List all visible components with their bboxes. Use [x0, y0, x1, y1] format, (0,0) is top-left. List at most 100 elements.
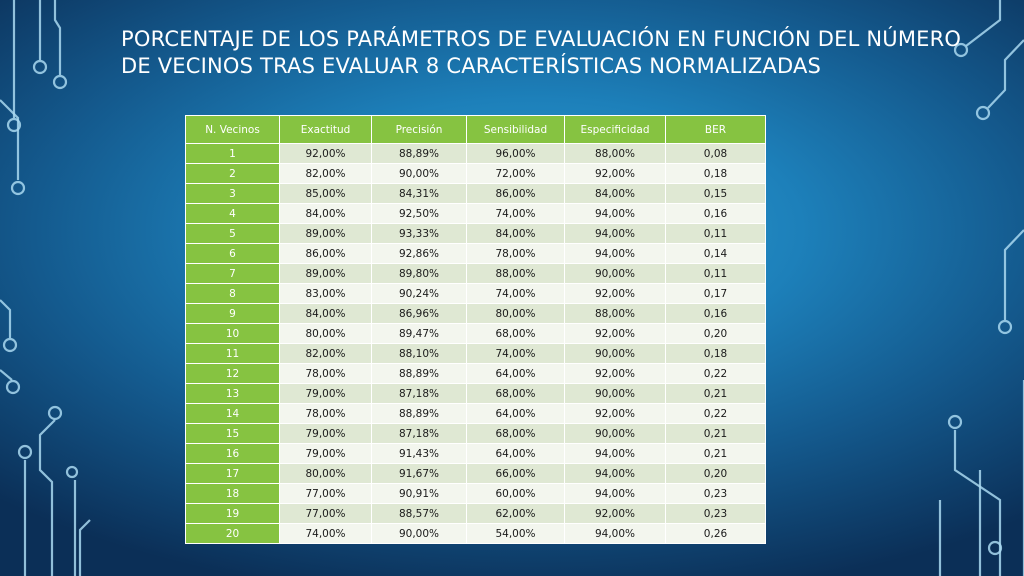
cell-exactitud: 77,00%: [279, 503, 372, 524]
cell-precision: 87,18%: [371, 383, 467, 404]
cell-exactitud: 79,00%: [279, 423, 372, 444]
cell-sensibilidad: 64,00%: [466, 363, 565, 384]
cell-precision: 89,47%: [371, 323, 467, 344]
cell-exactitud: 86,00%: [279, 243, 372, 264]
cell-precision: 92,50%: [371, 203, 467, 224]
header-especificidad: Especificidad: [564, 115, 666, 144]
table-row: 3 85,00% 84,31% 86,00% 84,00% 0,15: [185, 183, 766, 204]
table-header-row: N. Vecinos Exactitud Precisión Sensibili…: [185, 115, 766, 144]
cell-ber: 0,23: [665, 483, 766, 504]
cell-precision: 90,00%: [371, 163, 467, 184]
table-row: 17 80,00% 91,67% 66,00% 94,00% 0,20: [185, 463, 766, 484]
cell-especificidad: 88,00%: [564, 143, 666, 164]
cell-ber: 0,18: [665, 163, 766, 184]
cell-exactitud: 82,00%: [279, 343, 372, 364]
table-row: 11 82,00% 88,10% 74,00% 90,00% 0,18: [185, 343, 766, 364]
cell-especificidad: 90,00%: [564, 423, 666, 444]
cell-especificidad: 92,00%: [564, 363, 666, 384]
cell-n-vecinos: 4: [185, 203, 280, 224]
cell-sensibilidad: 68,00%: [466, 423, 565, 444]
cell-especificidad: 92,00%: [564, 323, 666, 344]
table-row: 15 79,00% 87,18% 68,00% 90,00% 0,21: [185, 423, 766, 444]
cell-ber: 0,16: [665, 303, 766, 324]
cell-especificidad: 94,00%: [564, 523, 666, 544]
cell-n-vecinos: 15: [185, 423, 280, 444]
results-table: N. Vecinos Exactitud Precisión Sensibili…: [185, 115, 766, 544]
cell-ber: 0,22: [665, 403, 766, 424]
cell-n-vecinos: 17: [185, 463, 280, 484]
cell-exactitud: 84,00%: [279, 303, 372, 324]
cell-especificidad: 92,00%: [564, 503, 666, 524]
cell-precision: 91,43%: [371, 443, 467, 464]
cell-sensibilidad: 84,00%: [466, 223, 565, 244]
cell-n-vecinos: 11: [185, 343, 280, 364]
table-row: 9 84,00% 86,96% 80,00% 88,00% 0,16: [185, 303, 766, 324]
cell-sensibilidad: 64,00%: [466, 403, 565, 424]
cell-precision: 88,10%: [371, 343, 467, 364]
table-row: 8 83,00% 90,24% 74,00% 92,00% 0,17: [185, 283, 766, 304]
table-row: 2 82,00% 90,00% 72,00% 92,00% 0,18: [185, 163, 766, 184]
header-ber: BER: [665, 115, 766, 144]
cell-ber: 0,17: [665, 283, 766, 304]
cell-especificidad: 94,00%: [564, 223, 666, 244]
cell-precision: 90,00%: [371, 523, 467, 544]
cell-exactitud: 92,00%: [279, 143, 372, 164]
table-row: 1 92,00% 88,89% 96,00% 88,00% 0,08: [185, 143, 766, 164]
cell-precision: 91,67%: [371, 463, 467, 484]
cell-n-vecinos: 18: [185, 483, 280, 504]
cell-especificidad: 92,00%: [564, 283, 666, 304]
header-n-vecinos: N. Vecinos: [185, 115, 280, 144]
cell-sensibilidad: 88,00%: [466, 263, 565, 284]
cell-ber: 0,26: [665, 523, 766, 544]
cell-ber: 0,08: [665, 143, 766, 164]
cell-exactitud: 83,00%: [279, 283, 372, 304]
cell-ber: 0,11: [665, 263, 766, 284]
table-row: 16 79,00% 91,43% 64,00% 94,00% 0,21: [185, 443, 766, 464]
cell-especificidad: 94,00%: [564, 483, 666, 504]
cell-especificidad: 92,00%: [564, 403, 666, 424]
cell-exactitud: 80,00%: [279, 463, 372, 484]
cell-n-vecinos: 2: [185, 163, 280, 184]
cell-sensibilidad: 86,00%: [466, 183, 565, 204]
cell-sensibilidad: 68,00%: [466, 383, 565, 404]
cell-sensibilidad: 74,00%: [466, 283, 565, 304]
cell-sensibilidad: 68,00%: [466, 323, 565, 344]
cell-exactitud: 78,00%: [279, 403, 372, 424]
cell-n-vecinos: 12: [185, 363, 280, 384]
cell-sensibilidad: 74,00%: [466, 343, 565, 364]
cell-n-vecinos: 3: [185, 183, 280, 204]
cell-sensibilidad: 78,00%: [466, 243, 565, 264]
cell-exactitud: 79,00%: [279, 443, 372, 464]
cell-exactitud: 78,00%: [279, 363, 372, 384]
cell-sensibilidad: 66,00%: [466, 463, 565, 484]
header-precision: Precisión: [371, 115, 467, 144]
table-row: 14 78,00% 88,89% 64,00% 92,00% 0,22: [185, 403, 766, 424]
cell-precision: 88,89%: [371, 143, 467, 164]
table-row: 5 89,00% 93,33% 84,00% 94,00% 0,11: [185, 223, 766, 244]
cell-sensibilidad: 54,00%: [466, 523, 565, 544]
cell-ber: 0,21: [665, 443, 766, 464]
cell-ber: 0,20: [665, 463, 766, 484]
cell-exactitud: 84,00%: [279, 203, 372, 224]
cell-sensibilidad: 64,00%: [466, 443, 565, 464]
table-row: 10 80,00% 89,47% 68,00% 92,00% 0,20: [185, 323, 766, 344]
cell-n-vecinos: 14: [185, 403, 280, 424]
cell-sensibilidad: 62,00%: [466, 503, 565, 524]
cell-n-vecinos: 7: [185, 263, 280, 284]
cell-ber: 0,20: [665, 323, 766, 344]
cell-ber: 0,18: [665, 343, 766, 364]
cell-especificidad: 90,00%: [564, 383, 666, 404]
slide-title: Porcentaje de los parámetros de evaluaci…: [121, 27, 962, 78]
cell-ber: 0,21: [665, 383, 766, 404]
cell-exactitud: 74,00%: [279, 523, 372, 544]
cell-n-vecinos: 6: [185, 243, 280, 264]
cell-precision: 90,24%: [371, 283, 467, 304]
cell-sensibilidad: 96,00%: [466, 143, 565, 164]
cell-sensibilidad: 72,00%: [466, 163, 565, 184]
cell-exactitud: 79,00%: [279, 383, 372, 404]
cell-n-vecinos: 20: [185, 523, 280, 544]
cell-precision: 92,86%: [371, 243, 467, 264]
table-row: 13 79,00% 87,18% 68,00% 90,00% 0,21: [185, 383, 766, 404]
table-row: 4 84,00% 92,50% 74,00% 94,00% 0,16: [185, 203, 766, 224]
cell-sensibilidad: 74,00%: [466, 203, 565, 224]
